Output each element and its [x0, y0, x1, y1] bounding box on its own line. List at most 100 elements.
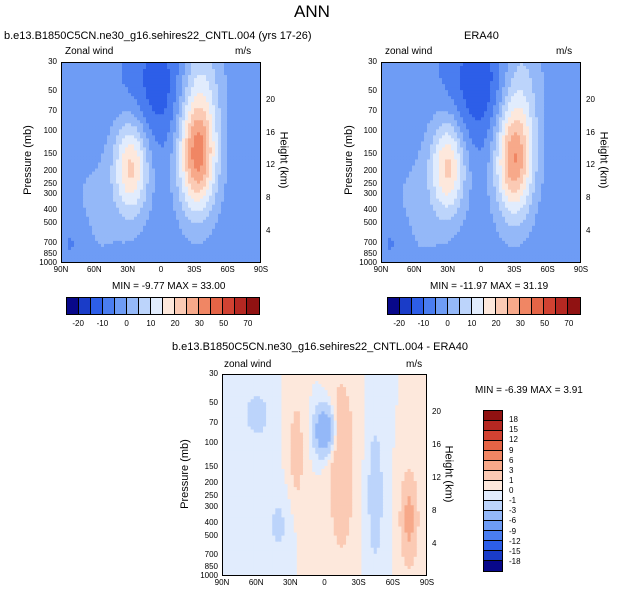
contour-cell: [125, 105, 129, 109]
contour-cell: [155, 84, 159, 88]
contour-cell: [257, 105, 260, 109]
contour-cell: [185, 183, 189, 188]
contour-cell: [212, 147, 216, 152]
contour-cell: [245, 192, 249, 197]
contour-cell: [469, 72, 473, 76]
contour-cell: [143, 222, 147, 227]
contour-cell: [200, 120, 204, 124]
contour-cell: [107, 72, 111, 76]
contour-cell: [71, 192, 75, 197]
contour-cell: [206, 111, 210, 115]
contour-cell: [86, 147, 90, 152]
contour-cell: [80, 150, 84, 155]
contour-cell: [248, 72, 252, 76]
contour-cell: [203, 210, 207, 215]
contour-cell: [221, 192, 225, 197]
contour-cell: [113, 237, 117, 242]
contour-cell: [418, 63, 422, 67]
contour-cell: [194, 147, 198, 152]
contour-cell: [140, 93, 144, 97]
contour-cell: [137, 225, 141, 230]
contour-cell: [68, 177, 72, 182]
contour-cell: [77, 177, 81, 182]
contour-cell: [251, 126, 255, 130]
contour-cell: [224, 159, 228, 164]
contour-cell: [149, 189, 153, 194]
contour-cell: [436, 75, 440, 79]
contour-cell: [170, 204, 174, 209]
contour-cell: [242, 246, 246, 251]
contour-cell: [179, 66, 183, 70]
contour-cell: [457, 72, 461, 76]
contour-cell: [191, 69, 195, 73]
contour-cell: [116, 180, 120, 185]
contour-cell: [200, 99, 204, 103]
contour-cell: [62, 114, 66, 118]
contour-cell: [224, 132, 228, 136]
contour-cell: [224, 195, 228, 200]
contour-cell: [125, 87, 129, 91]
y-tick-label: 70: [48, 105, 57, 115]
contour-cell: [122, 156, 126, 161]
contour-cell: [152, 243, 156, 248]
contour-cell: [424, 78, 428, 82]
contour-cell: [535, 81, 539, 85]
contour-cell: [116, 105, 120, 109]
contour-cell: [236, 168, 240, 173]
contour-cell: [164, 171, 168, 176]
contour-cell: [221, 114, 225, 118]
contour-cell: [62, 171, 66, 176]
contour-cell: [134, 177, 138, 182]
contour-cell: [538, 63, 542, 67]
contour-cell: [173, 63, 177, 67]
contour-cell: [227, 180, 231, 185]
contour-cell: [149, 81, 153, 85]
contour-cell: [215, 114, 219, 118]
contour-cell: [161, 180, 165, 185]
contour-cell: [167, 81, 171, 85]
contour-cell: [167, 222, 171, 227]
contour-cell: [104, 84, 108, 88]
contour-cell: [185, 213, 189, 218]
contour-cell: [233, 141, 237, 146]
contour-cell: [224, 108, 228, 112]
contour-cell: [161, 171, 165, 176]
contour-cell: [400, 66, 404, 70]
contour-cell: [176, 108, 180, 112]
contour-cell: [188, 132, 192, 136]
contour-cell: [158, 171, 162, 176]
contour-cell: [197, 192, 201, 197]
contour-cell: [161, 63, 165, 67]
contour-cell: [239, 234, 243, 239]
contour-cell: [230, 156, 234, 161]
contour-cell: [95, 165, 99, 170]
y2-tick-label: 20: [266, 94, 275, 104]
contour-cell: [197, 135, 201, 139]
contour-cell: [143, 237, 147, 242]
contour-cell: [122, 72, 126, 76]
contour-cell: [182, 69, 186, 73]
contour-cell: [520, 66, 524, 70]
contour-cell: [62, 93, 66, 97]
contour-cell: [227, 240, 231, 245]
contour-cell: [248, 99, 252, 103]
contour-cell: [197, 129, 201, 133]
contour-cell: [197, 69, 201, 73]
contour-cell: [523, 78, 527, 82]
contour-cell: [113, 87, 117, 91]
contour-cell: [137, 204, 141, 209]
contour-cell: [478, 84, 482, 88]
contour-cell: [179, 258, 183, 262]
contour-cell: [176, 195, 180, 200]
panel-obs-field-label: zonal wind: [385, 46, 433, 57]
contour-cell: [236, 87, 240, 91]
contour-cell: [176, 96, 180, 100]
contour-cell: [544, 75, 548, 79]
contour-cell: [254, 165, 258, 170]
contour-cell: [122, 210, 126, 215]
contour-cell: [248, 81, 252, 85]
contour-cell: [89, 240, 93, 245]
contour-cell: [203, 114, 207, 118]
contour-cell: [92, 258, 96, 262]
contour-cell: [170, 129, 174, 133]
